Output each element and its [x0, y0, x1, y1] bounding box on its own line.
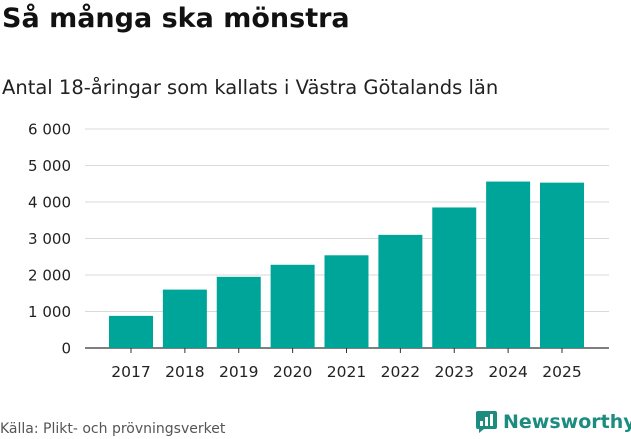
source-note: Källa: Plikt- och prövningsverket [0, 421, 226, 437]
bar-chart: 0 1 000 2 000 3 000 4 000 5 000 6 000 2017 2018… [28, 121, 609, 381]
y-tick-label: 3 000 [28, 230, 71, 248]
bar-2025[interactable] [540, 182, 584, 348]
x-tick-label: 2017 [111, 363, 150, 381]
y-tick-label: 4 000 [28, 194, 71, 212]
x-tick-label: 2023 [435, 363, 474, 381]
bar-2020[interactable] [270, 264, 315, 348]
bar-2019[interactable] [216, 276, 261, 348]
x-tick-label: 2018 [165, 363, 204, 381]
bar-2022[interactable] [378, 234, 423, 348]
x-tick-label: 2019 [219, 363, 258, 381]
x-tick-label: 2025 [542, 363, 581, 381]
chart-subtitle: Antal 18-åringar som kallats i Västra Gö… [2, 76, 499, 99]
y-tick-label: 2 000 [28, 267, 71, 285]
x-tick-label: 2021 [327, 363, 366, 381]
x-tick-label: 2020 [273, 363, 312, 381]
x-tick-label: 2022 [381, 363, 420, 381]
bar-chart-speech-icon [476, 411, 497, 433]
y-tick-label: 1 000 [28, 303, 71, 321]
bar-2017[interactable] [109, 315, 153, 348]
y-tick-label: 6 000 [28, 121, 71, 139]
bar-2018[interactable] [162, 289, 207, 348]
y-tick-label: 0 [61, 340, 71, 358]
bar-2024[interactable] [486, 181, 531, 348]
bar-2023[interactable] [432, 207, 477, 348]
brand-logo: Newsworthy [475, 410, 631, 433]
brand-name: Newsworthy [503, 410, 631, 433]
chart-title: Så många ska mönstra [2, 3, 350, 34]
x-tick-label: 2024 [488, 363, 527, 381]
bar-2021[interactable] [324, 255, 369, 348]
y-tick-label: 5 000 [28, 157, 71, 175]
